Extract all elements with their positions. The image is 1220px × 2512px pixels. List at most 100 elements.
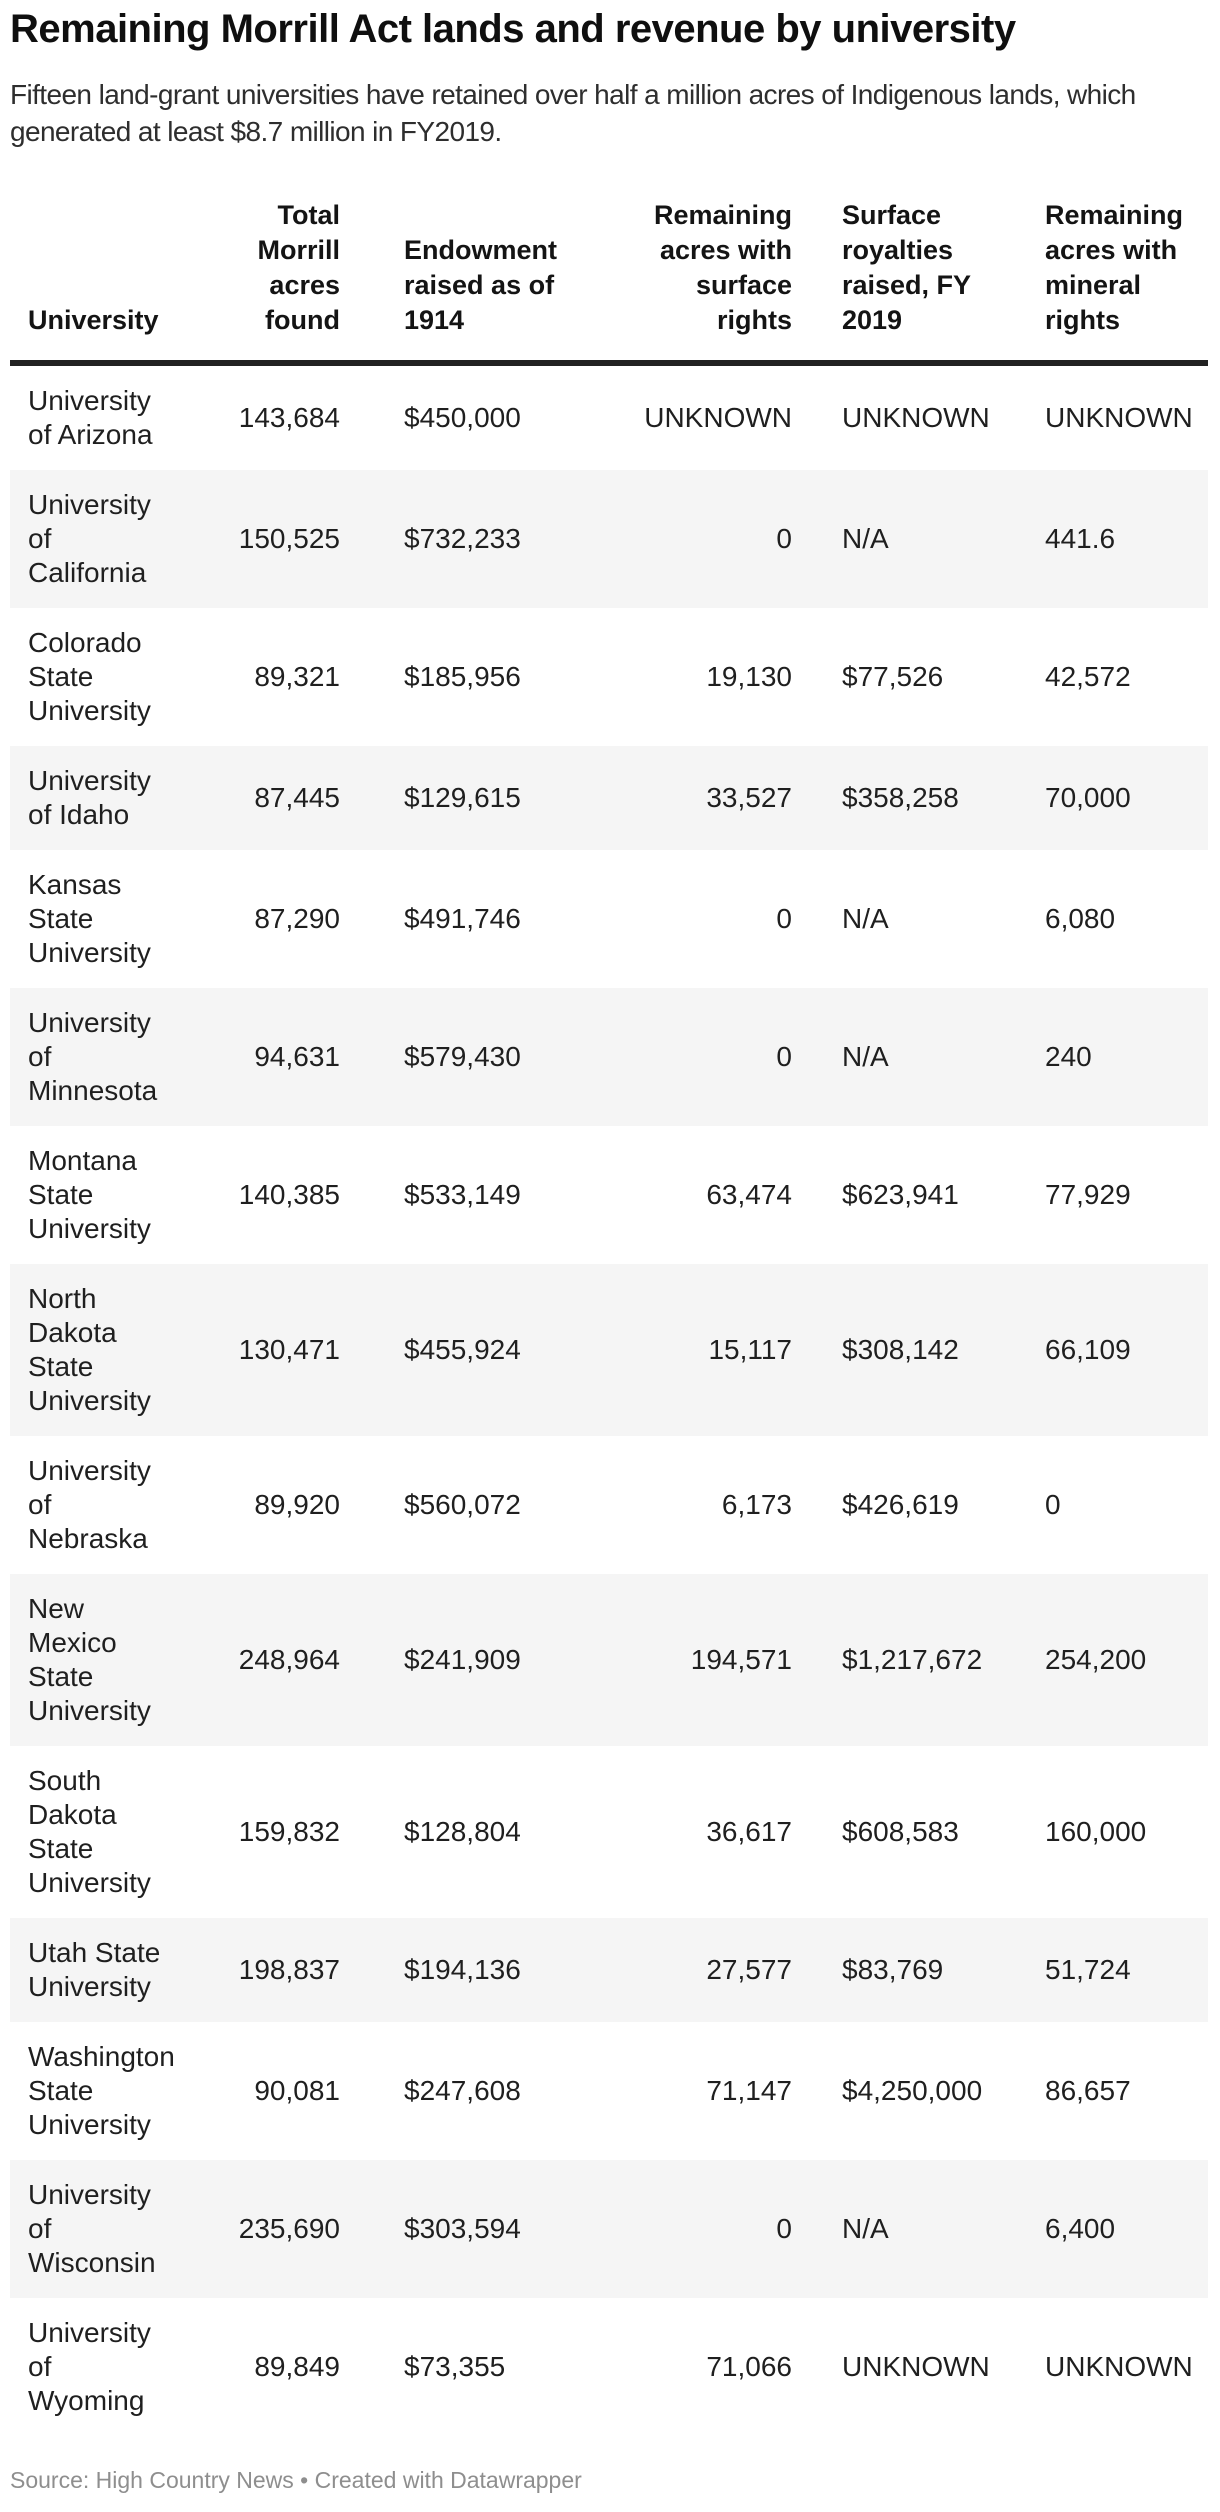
cell-royalties: N/A	[842, 2213, 889, 2244]
university-name-line: State	[28, 903, 94, 934]
col-header-endowment: Endowment raised as of 1914	[364, 198, 592, 366]
university-name-line: University	[28, 2179, 151, 2210]
university-name-line: State	[28, 1179, 94, 1210]
university-name-line: University	[28, 695, 151, 726]
cell-endowment: $560,072	[404, 1489, 521, 1520]
university-name-line: State	[28, 2075, 94, 2106]
cell-endowment: $194,136	[404, 1954, 521, 1985]
university-name-line: Nebraska	[28, 1523, 148, 1554]
col-header-acres_found: Total Morrill acres found	[178, 198, 364, 366]
col-header-line: 2019	[842, 305, 903, 335]
cell-surface_acres: 63,474	[706, 1179, 792, 1210]
cell-surface_acres: 0	[776, 903, 792, 934]
header-row: University Total Morrill acres found Endowmen…	[10, 198, 1208, 366]
cell-acres_found: 89,321	[254, 661, 340, 692]
cell-mineral_acres: UNKNOWN	[1045, 402, 1193, 433]
col-header-university: University	[10, 198, 178, 366]
cell-endowment: $533,149	[404, 1179, 521, 1210]
col-header-line: Surface	[842, 200, 942, 230]
cell-royalties: UNKNOWN	[842, 2351, 990, 2382]
table-row: Colorado State University 89,321 $185,956 19,…	[10, 608, 1208, 746]
university-name-line: University	[28, 489, 151, 520]
cell-university: Colorado State University	[10, 608, 178, 746]
cell-surface_acres: UNKNOWN	[644, 402, 792, 433]
col-header-surface_acres: Remaining acres with surface rights	[592, 198, 812, 366]
cell-endowment: $129,615	[404, 782, 521, 813]
university-name-line: of	[28, 523, 52, 554]
cell-surface_acres: 27,577	[706, 1954, 792, 1985]
cell-acres_found: 159,832	[238, 1816, 340, 1847]
cell-surface_acres: 15,117	[708, 1334, 792, 1365]
cell-surface_acres: 71,147	[706, 2075, 792, 2106]
cell-mineral_acres: 66,109	[1045, 1334, 1131, 1365]
table-row: Utah State University 198,837 $194,136 27,57…	[10, 1918, 1208, 2022]
table-row: South Dakota State University 159,832 $128,80…	[10, 1746, 1208, 1918]
cell-endowment: $450,000	[404, 402, 521, 433]
cell-mineral_acres: 240	[1045, 1041, 1092, 1072]
cell-surface_acres: 0	[776, 2213, 792, 2244]
subtitle-line-1: Fifteen land-grant universities have ret…	[10, 79, 1136, 110]
university-name-line: State	[28, 661, 94, 692]
table-row: University of Wyoming 89,849 $73,355 71,066 UN…	[10, 2298, 1208, 2436]
university-name-line: of	[28, 1041, 52, 1072]
university-name-line: New	[28, 1593, 85, 1624]
university-name-line: of	[28, 1489, 52, 1520]
cell-royalties: $608,583	[842, 1816, 959, 1847]
cell-acres_found: 143,684	[238, 402, 340, 433]
cell-surface_acres: 33,527	[706, 782, 792, 813]
col-header-royalties: Surface royalties raised, FY 2019	[812, 198, 1031, 366]
university-name-line: Wyoming	[28, 2385, 145, 2416]
cell-university: University of Wisconsin	[10, 2160, 178, 2298]
table-header: University Total Morrill acres found Endowmen…	[10, 198, 1208, 366]
col-header-line: acres	[269, 270, 340, 300]
cell-university: University of Nebraska	[10, 1436, 178, 1574]
cell-royalties: N/A	[842, 523, 889, 554]
table-row: Washington State University 90,081 $247,608 7…	[10, 2022, 1208, 2160]
university-name-line: Dakota	[28, 1799, 117, 1830]
university-name-line: State	[28, 1351, 94, 1382]
cell-acres_found: 87,290	[254, 903, 340, 934]
cell-acres_found: 150,525	[238, 523, 340, 554]
cell-university: University of Minnesota	[10, 988, 178, 1126]
university-name-line: of Idaho	[28, 799, 130, 830]
university-name-line: Montana	[28, 1145, 137, 1176]
university-name-line: University	[28, 1695, 151, 1726]
table-row: University of Nebraska 89,920 $560,072 6,173 $…	[10, 1436, 1208, 1574]
university-name-line: University	[28, 385, 151, 416]
cell-endowment: $491,746	[404, 903, 521, 934]
cell-university: North Dakota State University	[10, 1264, 178, 1436]
cell-surface_acres: 0	[776, 523, 792, 554]
page-title: Remaining Morrill Act lands and revenue …	[10, 7, 1016, 51]
cell-acres_found: 130,471	[238, 1334, 340, 1365]
table-body: University of Arizona 143,684 $450,000 UNKNO…	[10, 363, 1208, 2436]
cell-acres_found: 140,385	[238, 1179, 340, 1210]
cell-mineral_acres: 42,572	[1045, 661, 1131, 692]
cell-acres_found: 94,631	[254, 1041, 340, 1072]
cell-royalties: N/A	[842, 1041, 889, 1072]
col-header-line: acres with	[659, 235, 792, 265]
col-header-line: University	[28, 305, 159, 335]
cell-university: Kansas State University	[10, 850, 178, 988]
cell-surface_acres: 71,066	[706, 2351, 792, 2382]
col-header-line: acres with	[1045, 235, 1178, 265]
university-name-line: University	[28, 1455, 151, 1486]
university-name-line: University	[28, 2317, 151, 2348]
cell-royalties: $83,769	[842, 1954, 944, 1985]
table-row: University of Arizona 143,684 $450,000 UNKNO…	[10, 363, 1208, 470]
cell-mineral_acres: 6,080	[1045, 903, 1116, 934]
cell-mineral_acres: 160,000	[1045, 1816, 1147, 1847]
col-header-line: rights	[1045, 305, 1121, 335]
cell-mineral_acres: 441.6	[1045, 523, 1116, 554]
university-name-line: Wisconsin	[28, 2247, 156, 2278]
table-row: University of Minnesota 94,631 $579,430 0 N/A 2…	[10, 988, 1208, 1126]
col-header-line: surface	[695, 270, 792, 300]
university-name-line: University	[28, 765, 151, 796]
cell-endowment: $185,956	[404, 661, 521, 692]
cell-endowment: $732,233	[404, 523, 521, 554]
university-name-line: State	[28, 1833, 94, 1864]
table-row: New Mexico State University 248,964 $241,909 1…	[10, 1574, 1208, 1746]
cell-university: University of Arizona	[10, 363, 178, 470]
col-header-line: royalties	[842, 235, 954, 265]
university-name-line: University	[28, 1385, 151, 1416]
